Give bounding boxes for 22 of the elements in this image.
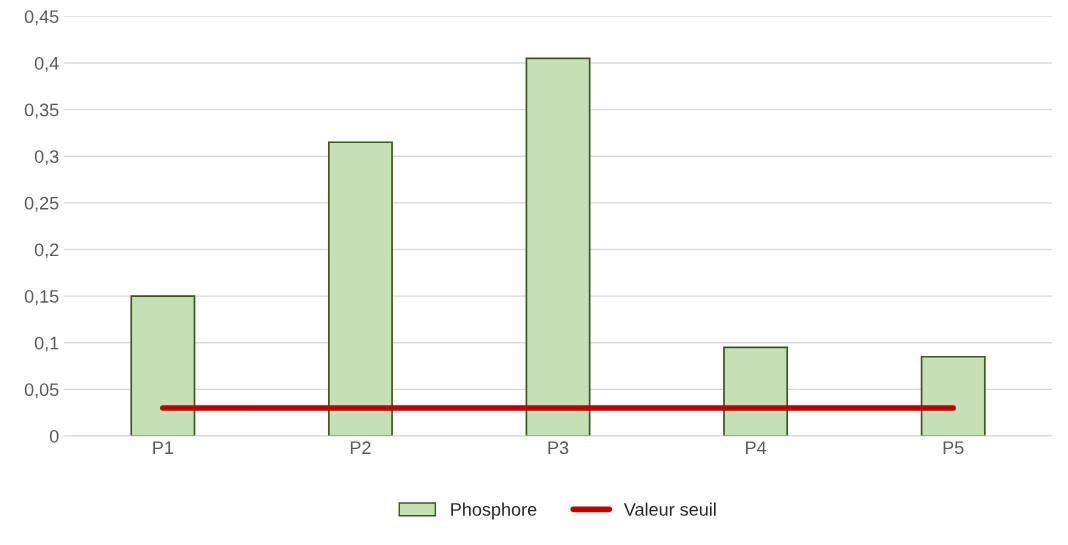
x-tick-label: P3 (548, 441, 569, 455)
y-tick-label: 0,1 (34, 336, 59, 352)
legend-label: Phosphore (451, 502, 537, 520)
y-tick-label: 0,25 (24, 196, 59, 212)
x-tick-label: P1 (153, 441, 174, 454)
bar (525, 57, 591, 436)
y-tick-label: 0,35 (24, 103, 59, 119)
y-tick-label: 0 (49, 429, 59, 443)
y-tick-label: 0,15 (24, 290, 59, 305)
y-tick-label: 0,4 (34, 56, 59, 72)
y-tick-label: 0,3 (34, 150, 59, 166)
legend-label: Valeur seuil (623, 502, 716, 516)
bar (130, 295, 196, 436)
x-tick-label: P5 (943, 441, 964, 455)
bar (328, 141, 393, 436)
bar (920, 355, 986, 436)
y-tick-label: 0,05 (24, 383, 59, 399)
bar (723, 346, 789, 436)
y-tick-label: 0,45 (24, 10, 59, 26)
x-tick-label: P2 (350, 441, 371, 454)
y-tick-label: 0,2 (34, 243, 59, 259)
x-tick-label: P4 (746, 441, 767, 454)
